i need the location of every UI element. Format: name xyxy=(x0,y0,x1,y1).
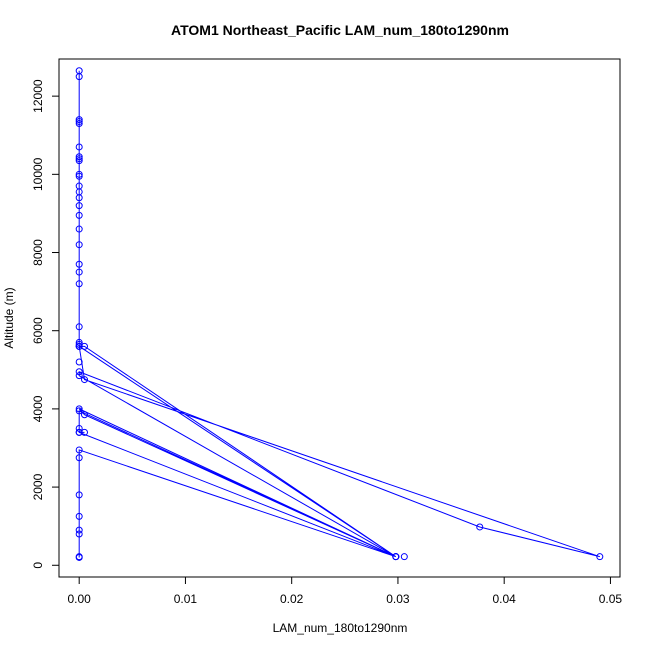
data-point xyxy=(75,157,83,165)
x-tick-label: 0.02 xyxy=(280,592,304,606)
plot-frame xyxy=(58,58,621,578)
data-point xyxy=(75,358,83,366)
data-point xyxy=(75,170,83,178)
x-tick-label: 0.03 xyxy=(386,592,410,606)
data-point xyxy=(75,241,83,249)
data-point xyxy=(75,225,83,233)
data-point xyxy=(75,120,83,128)
data-point xyxy=(75,67,83,75)
chart-title: ATOM1 Northeast_Pacific LAM_num_180to129… xyxy=(171,22,509,38)
data-point xyxy=(75,512,83,520)
data-point xyxy=(75,526,83,534)
y-tick-label: 2000 xyxy=(31,473,45,500)
data-point xyxy=(75,428,83,436)
x-tick-label: 0.05 xyxy=(599,592,623,606)
x-tick-label: 0.01 xyxy=(174,592,198,606)
data-point xyxy=(400,553,408,561)
data-point xyxy=(75,202,83,210)
plot-area xyxy=(75,67,604,561)
data-point xyxy=(75,323,83,331)
data-point xyxy=(75,194,83,202)
series-line xyxy=(78,70,600,558)
data-point xyxy=(75,454,83,462)
data-point xyxy=(75,368,83,376)
x-tick-label: 0.04 xyxy=(493,592,517,606)
x-tick-label: 0.00 xyxy=(68,592,92,606)
y-tick-label: 12000 xyxy=(31,79,45,113)
y-axis: 0 2000 4000 6000 8000 10000 12000 xyxy=(31,79,60,569)
data-point xyxy=(596,553,604,561)
data-point xyxy=(81,342,88,350)
data-point xyxy=(75,530,83,538)
data-point xyxy=(75,405,83,413)
data-point xyxy=(75,407,83,415)
y-axis-label: Altitude (m) xyxy=(2,287,16,348)
data-point xyxy=(392,553,400,561)
data-point xyxy=(75,143,83,151)
data-point xyxy=(81,411,88,419)
data-point xyxy=(75,424,83,432)
data-point xyxy=(75,155,83,163)
y-tick-label: 0 xyxy=(31,562,45,569)
data-point xyxy=(75,491,83,499)
y-tick-label: 8000 xyxy=(31,239,45,266)
data-point xyxy=(75,172,83,180)
y-tick-label: 4000 xyxy=(31,395,45,422)
data-point xyxy=(81,376,88,384)
data-point xyxy=(75,268,83,276)
data-point xyxy=(75,372,83,380)
y-tick-label: 6000 xyxy=(31,317,45,344)
data-point xyxy=(75,260,83,268)
data-point xyxy=(81,428,88,436)
data-point xyxy=(75,118,83,126)
data-point xyxy=(75,280,83,288)
data-point xyxy=(476,523,484,531)
data-point xyxy=(75,211,83,219)
data-point xyxy=(75,153,83,161)
y-tick-label: 10000 xyxy=(31,157,45,191)
data-point xyxy=(75,116,83,124)
x-axis-label: LAM_num_180to1290nm xyxy=(273,621,408,635)
data-point xyxy=(75,338,83,346)
data-point xyxy=(75,342,83,350)
data-point xyxy=(75,553,83,561)
x-axis: 0.00 0.01 0.02 0.03 0.04 0.05 xyxy=(68,576,623,606)
data-point xyxy=(75,446,83,454)
